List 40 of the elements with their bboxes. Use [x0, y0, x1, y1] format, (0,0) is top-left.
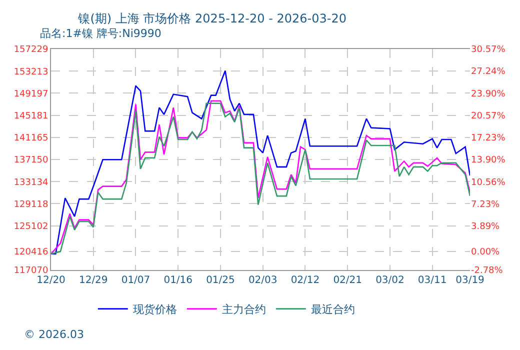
y2-tick-label: 23.90%: [471, 89, 506, 100]
y2-tick-label: 30.57%: [471, 45, 506, 56]
y-tick-label: 125102: [14, 222, 48, 232]
legend-label: 最近合约: [310, 303, 355, 316]
line-series: [51, 70, 470, 255]
y2-tick-label: 27.24%: [471, 67, 506, 78]
y2-tick-label: 20.57%: [471, 111, 506, 122]
chart-subtitle: 品名:1#镍 牌号:Ni9990: [40, 27, 162, 40]
y-tick-label: 133134: [14, 178, 48, 188]
x-tick-label: 02/03: [248, 275, 278, 286]
y2-tick-label: 17.23%: [471, 134, 506, 144]
y2-tick-label: 13.90%: [471, 156, 506, 166]
y2-tick-label: 10.56%: [471, 178, 506, 188]
legend-label: 现货价格: [132, 303, 177, 316]
x-tick-label: 12/20: [36, 275, 66, 286]
x-tick-label: 03/02: [376, 275, 404, 286]
legend-label: 主力合约: [222, 303, 266, 316]
y-tick-label: 129118: [14, 200, 48, 210]
x-tick-label: 03/19: [456, 275, 484, 286]
y2-tick-label: 7.23%: [471, 200, 500, 210]
y-tick-label: 141165: [14, 134, 48, 144]
y-tick-label: 117070: [14, 266, 48, 276]
x-tick-label: 12/29: [78, 275, 108, 286]
y2-tick-label: 0.00%: [471, 248, 500, 258]
y-tick-label: 153213: [14, 67, 48, 78]
chart-title: 镍(期) 上海 市场价格 2025-12-20 - 2026-03-20: [77, 11, 346, 26]
y-tick-label: 137150: [14, 156, 48, 166]
x-tick-label: 01/25: [206, 275, 235, 286]
x-tick-label: 01/16: [164, 275, 193, 286]
y2-tick-label: 3.89%: [471, 222, 500, 232]
y-tick-label: 157229: [14, 45, 48, 56]
y-tick-label: 120416: [14, 248, 48, 258]
x-tick-label: 03/11: [418, 275, 447, 286]
text: © 2026.03: [24, 328, 84, 341]
x-tick-label: 02/21: [333, 275, 362, 286]
y-tick-label: 145181: [14, 111, 48, 122]
y2-tick-label: -2.78%: [471, 266, 504, 276]
y-tick-label: 149197: [14, 89, 48, 100]
x-tick-label: 02/12: [290, 275, 320, 286]
x-tick-label: 01/07: [121, 275, 150, 286]
